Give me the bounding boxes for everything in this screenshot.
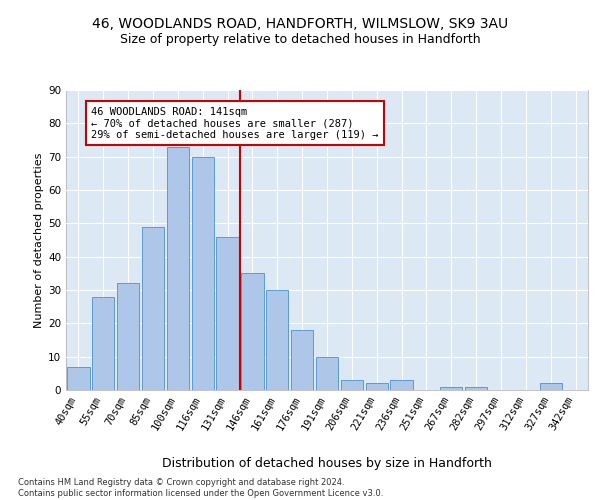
Bar [167,146,189,390]
Bar [67,366,89,390]
Bar [191,156,214,390]
Bar [465,386,487,390]
Bar [440,386,463,390]
Bar [117,284,139,390]
Bar [391,380,413,390]
Text: Size of property relative to detached houses in Handforth: Size of property relative to detached ho… [119,32,481,46]
Y-axis label: Number of detached properties: Number of detached properties [34,152,44,328]
Bar [142,226,164,390]
Bar [539,384,562,390]
Text: 46, WOODLANDS ROAD, HANDFORTH, WILMSLOW, SK9 3AU: 46, WOODLANDS ROAD, HANDFORTH, WILMSLOW,… [92,18,508,32]
Bar [291,330,313,390]
Bar [365,384,388,390]
Bar [217,236,239,390]
Text: Contains HM Land Registry data © Crown copyright and database right 2024.
Contai: Contains HM Land Registry data © Crown c… [18,478,383,498]
Text: Distribution of detached houses by size in Handforth: Distribution of detached houses by size … [162,458,492,470]
Bar [316,356,338,390]
Bar [92,296,115,390]
Bar [266,290,289,390]
Text: 46 WOODLANDS ROAD: 141sqm
← 70% of detached houses are smaller (287)
29% of semi: 46 WOODLANDS ROAD: 141sqm ← 70% of detac… [91,106,379,140]
Bar [241,274,263,390]
Bar [341,380,363,390]
